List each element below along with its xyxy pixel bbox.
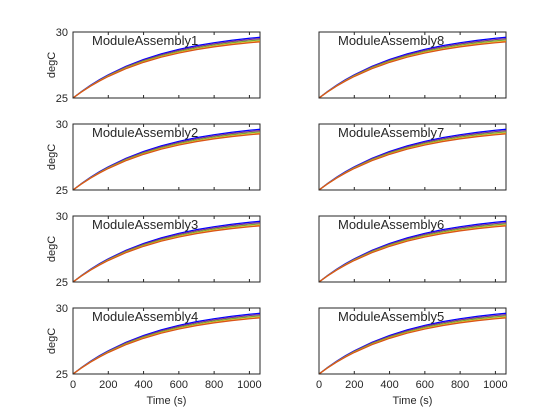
panel-7: ModuleAssembly6 <box>318 215 507 283</box>
panel-title: ModuleAssembly4 <box>92 309 198 324</box>
panel-2: 25 30 ModuleAssembly2 degC <box>46 119 261 197</box>
series-line-5 <box>318 133 507 191</box>
y-axis-label: degC <box>46 52 58 78</box>
x-axis-label: Time (s) <box>147 395 187 407</box>
series-line-5 <box>72 317 261 375</box>
y-axis-label: degC <box>46 236 58 262</box>
y-tick-label: 25 <box>56 185 68 197</box>
x-tick-label: 600 <box>170 379 188 391</box>
y-axis-label: degC <box>46 328 58 354</box>
panel-3: 25 30 ModuleAssembly3 degC <box>46 211 261 289</box>
series-line-5 <box>72 41 261 99</box>
y-tick-label: 25 <box>56 369 68 381</box>
panel-title: ModuleAssembly8 <box>338 33 444 48</box>
panel-1: 25 30 ModuleAssembly1 degC <box>46 27 261 105</box>
x-tick-label: 800 <box>205 379 223 391</box>
panel-title: ModuleAssembly2 <box>92 125 198 140</box>
x-tick-label: 200 <box>345 379 363 391</box>
series-line-5 <box>72 133 261 191</box>
x-tick-label: 0 <box>70 379 76 391</box>
x-tick-label: 1000 <box>237 379 261 391</box>
x-tick-label: 200 <box>99 379 117 391</box>
series-line-5 <box>318 225 507 283</box>
series-line-5 <box>318 317 507 375</box>
panel-title: ModuleAssembly6 <box>338 217 444 232</box>
panel-8: 0 200 400 600 800 1000 ModuleAssembly5 Time (s) <box>316 307 508 407</box>
y-tick-label: 25 <box>56 93 68 105</box>
x-tick-label: 400 <box>380 379 398 391</box>
y-axis-label: degC <box>46 144 58 170</box>
x-tick-label: 400 <box>134 379 152 391</box>
panel-title: ModuleAssembly5 <box>338 309 444 324</box>
y-tick-label: 30 <box>56 119 68 131</box>
y-tick-label: 30 <box>56 303 68 315</box>
series-line-5 <box>318 41 507 99</box>
x-axis-label: Time (s) <box>393 395 433 407</box>
y-tick-label: 30 <box>56 27 68 39</box>
panel-4: 25 30 0 200 400 600 800 1000 ModuleAssembly4 degC… <box>46 303 262 407</box>
panel-title: ModuleAssembly3 <box>92 217 198 232</box>
x-tick-label: 600 <box>416 379 434 391</box>
x-tick-label: 800 <box>451 379 469 391</box>
panel-5: ModuleAssembly8 <box>318 31 507 99</box>
x-tick-label: 1000 <box>483 379 507 391</box>
panel-6: ModuleAssembly7 <box>318 123 507 191</box>
x-tick-label: 0 <box>316 379 322 391</box>
panel-title: ModuleAssembly7 <box>338 125 444 140</box>
series-line-5 <box>72 225 261 283</box>
panel-title: ModuleAssembly1 <box>92 33 198 48</box>
y-tick-label: 30 <box>56 211 68 223</box>
y-tick-label: 25 <box>56 277 68 289</box>
